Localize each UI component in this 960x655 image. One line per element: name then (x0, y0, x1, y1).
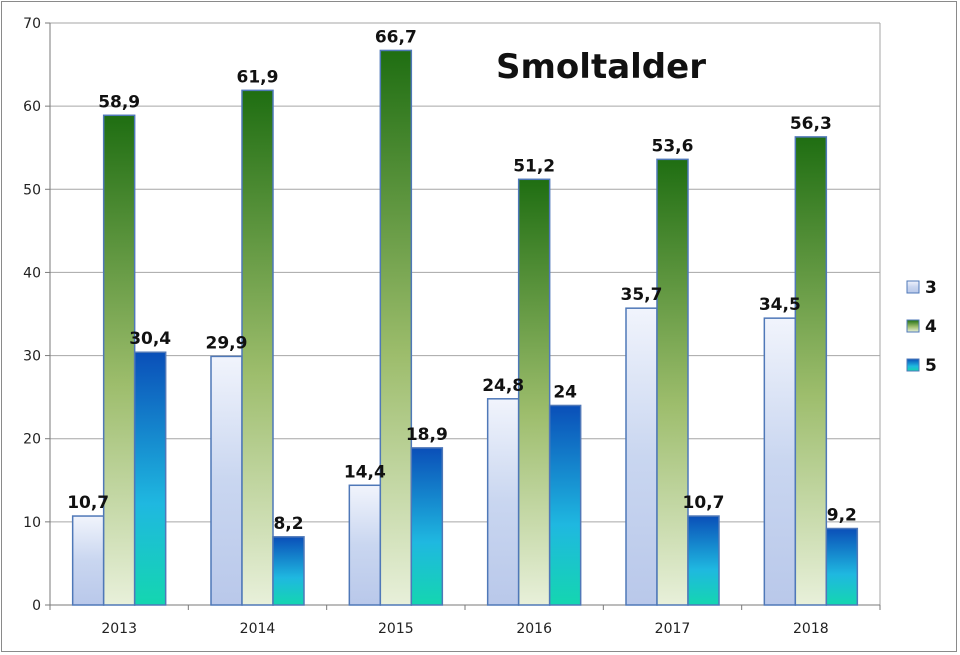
data-label: 10,7 (67, 493, 109, 513)
x-tick-label: 2016 (516, 621, 552, 637)
legend-label-4: 4 (925, 317, 937, 337)
data-label: 29,9 (206, 333, 248, 353)
legend-swatch-5 (906, 358, 920, 372)
data-label: 30,4 (129, 329, 171, 349)
y-tick-label: 50 (23, 182, 41, 198)
data-label: 51,2 (513, 156, 555, 176)
bar-4-2016 (517, 178, 551, 606)
data-label: 56,3 (790, 114, 832, 134)
bar-4-2015 (379, 49, 413, 606)
bar-5-2016 (548, 404, 582, 606)
bar-3-2018 (763, 317, 797, 606)
bar-5-2018 (825, 527, 859, 606)
x-tick-label: 2017 (655, 621, 691, 637)
y-tick-label: 0 (32, 598, 41, 614)
data-label: 10,7 (683, 493, 725, 513)
bar-4-2017 (656, 158, 689, 606)
x-tick-label: 2013 (101, 621, 137, 637)
data-label: 61,9 (237, 67, 279, 87)
y-tick-label: 30 (23, 349, 41, 365)
chart-title: Smoltalder (496, 47, 706, 87)
bar-3-2013 (71, 515, 105, 606)
data-label: 14,4 (344, 462, 386, 482)
bar-5-2017 (687, 515, 720, 606)
data-label: 34,5 (759, 295, 801, 315)
bar-5-2013 (133, 351, 167, 606)
bar-5-2014 (272, 536, 305, 606)
y-tick-label: 60 (23, 99, 41, 115)
bar-3-2017 (625, 307, 658, 606)
y-tick-label: 20 (23, 432, 41, 448)
data-label: 53,6 (652, 136, 694, 156)
data-labels: 10,7 58,9 30,4 29,9 61,9 8,2 14,4 66,7 18,9 24,8 5… (67, 27, 857, 533)
legend: 3 4 5 (906, 278, 937, 376)
legend-label-3: 3 (925, 278, 937, 298)
bar-3-2016 (486, 398, 520, 606)
axes: 0 10 20 30 40 50 60 70 2013 2014 2015 2016 2017 2018 (23, 16, 881, 637)
bar-4-2013 (102, 114, 136, 606)
data-label: 66,7 (375, 27, 417, 47)
y-tick-label: 40 (23, 265, 41, 281)
data-label: 24 (553, 382, 577, 402)
gridlines (50, 22, 881, 605)
legend-label-5: 5 (925, 356, 937, 376)
data-label: 18,9 (406, 425, 448, 445)
data-label: 35,7 (621, 285, 663, 305)
y-tick-label: 10 (23, 515, 41, 531)
x-tick-label: 2015 (378, 621, 414, 637)
bar-3-2015 (348, 484, 382, 606)
data-label: 58,9 (98, 92, 140, 112)
legend-swatch-3 (906, 280, 920, 294)
bar-4-2018 (794, 136, 828, 606)
bar-4-2014 (241, 89, 274, 606)
y-tick-label: 70 (23, 16, 41, 32)
x-tick-label: 2014 (240, 621, 276, 637)
data-label: 9,2 (827, 506, 857, 526)
data-label: 24,8 (482, 376, 524, 396)
bar-3-2014 (210, 355, 243, 606)
x-tick-label: 2018 (793, 621, 829, 637)
bar-5-2015 (410, 447, 444, 606)
data-label: 8,2 (273, 514, 303, 534)
legend-swatch-4 (906, 319, 920, 333)
bars (71, 49, 859, 606)
